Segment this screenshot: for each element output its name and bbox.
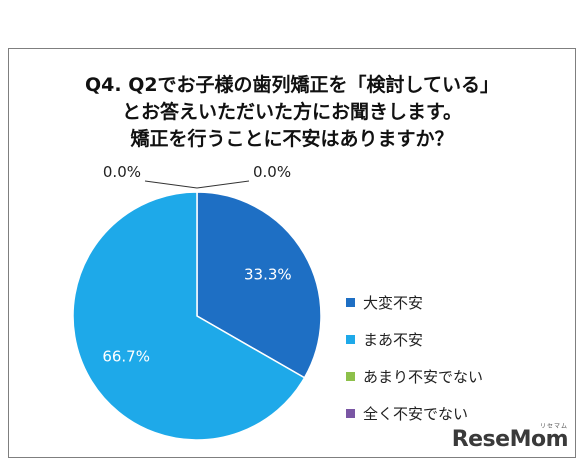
legend-label: あまり不安でない [363,367,484,386]
legend-label: まあ不安 [363,330,424,349]
data-label: 0.0% [103,163,141,181]
title-line-1: Q4. Q2でお子様の歯列矯正を「検討している」 [84,74,499,96]
title-line-3: 矯正を行うことに不安はありますか？ [130,128,454,150]
resemom-logo: リセマム ReseMom [451,423,569,452]
chart-title: Q4. Q2でお子様の歯列矯正を「検討している」 とお答えいただいた方にお聞きし… [0,72,584,153]
legend-item: 全く不安でない [346,399,483,427]
legend-item: まあ不安 [346,325,483,353]
legend-item: あまり不安でない [346,362,483,390]
legend-swatch [346,408,355,418]
data-label: 0.0% [253,163,291,181]
legend-label: 全く不安でない [363,404,469,423]
legend-swatch [346,297,355,307]
chart-legend: 大変不安 まあ不安 あまり不安でない 全く不安でない [346,288,483,436]
legend-label: 大変不安 [363,293,424,312]
pie-slice [72,191,306,441]
data-label: 33.3% [244,266,292,284]
leader-line [196,180,250,189]
legend-item: 大変不安 [346,288,483,316]
logo-kana: リセマム [539,423,568,430]
pie-slice [196,191,322,379]
title-line-2: とお答えいただいた方にお聞きします。 [121,101,463,123]
legend-swatch [346,371,355,381]
legend-swatch [346,334,355,344]
logo-text: ReseMom [451,427,569,452]
leader-line [144,180,198,189]
data-label: 66.7% [102,347,150,365]
